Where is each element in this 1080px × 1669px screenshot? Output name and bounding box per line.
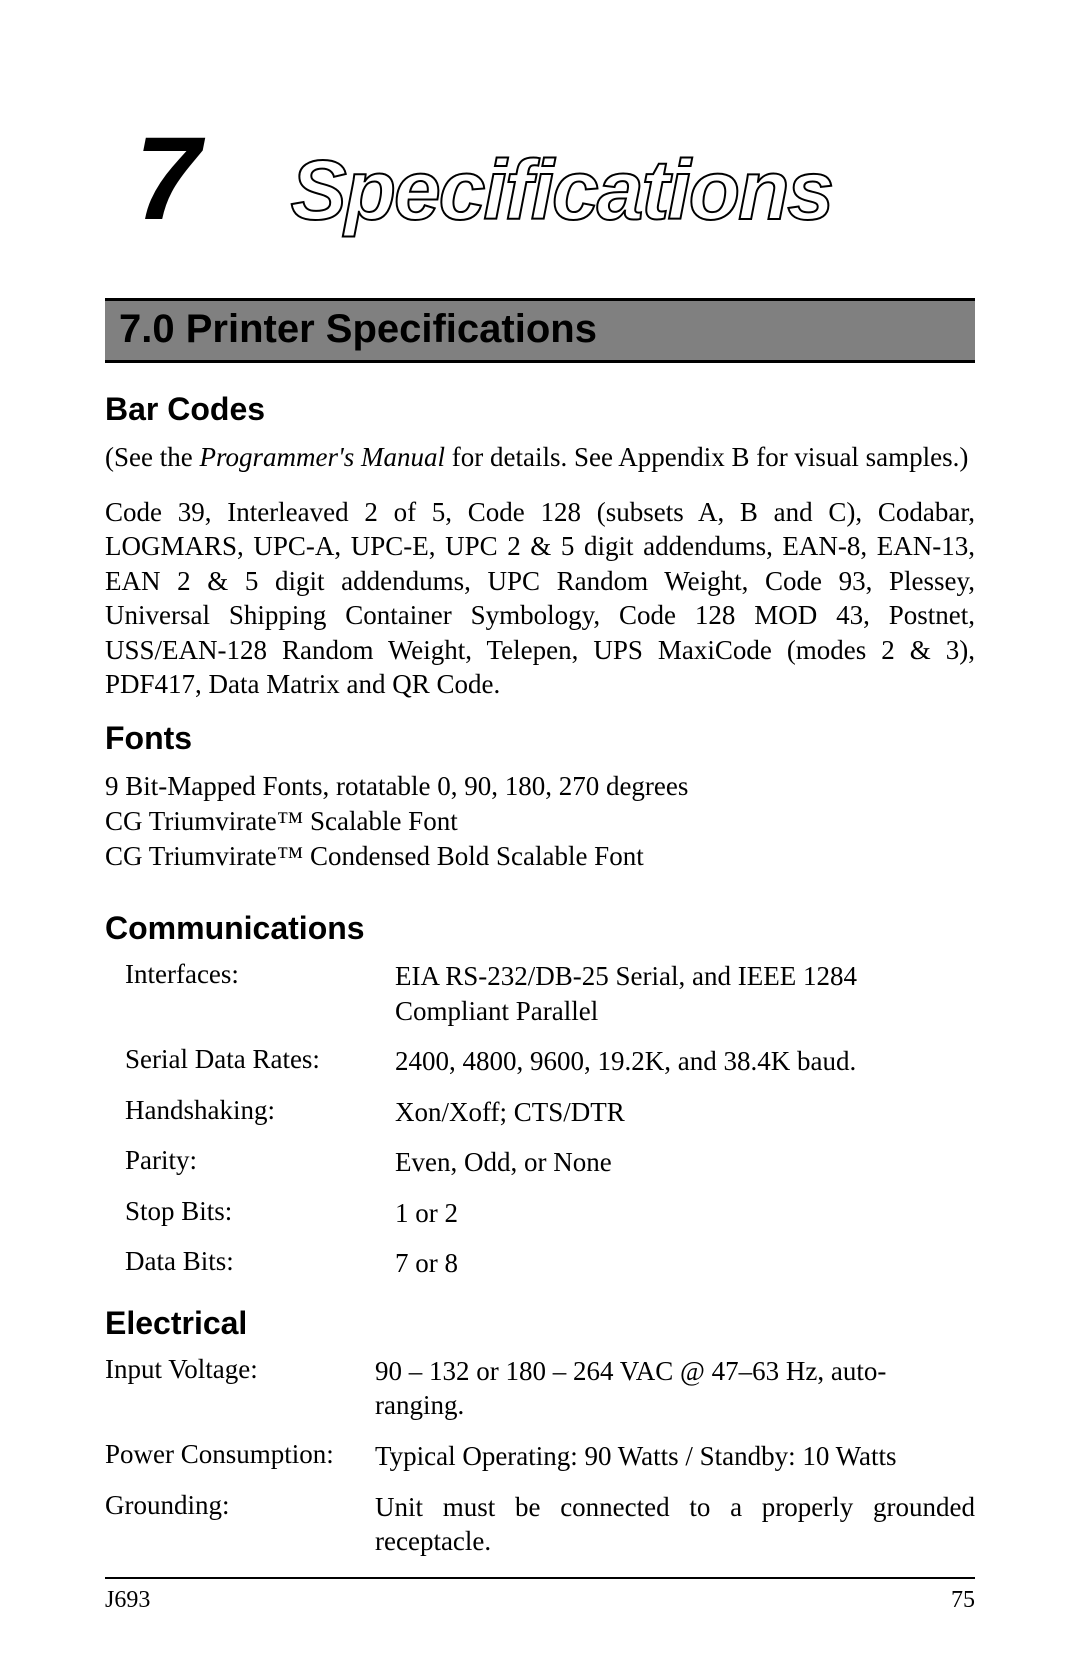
page-content: 7 Specifications 7.0 Printer Specificati… <box>0 0 1080 1559</box>
spec-label: Stop Bits: <box>125 1196 395 1231</box>
barcodes-note-pre: (See the <box>105 442 199 472</box>
spec-label: Interfaces: <box>125 959 395 1028</box>
chapter-header: 7 Specifications <box>105 120 975 238</box>
section-heading-bar: 7.0 Printer Specifications <box>105 298 975 363</box>
barcodes-note: (See the Programmer's Manual for details… <box>105 440 975 475</box>
table-row: Grounding: Unit must be connected to a p… <box>105 1490 975 1559</box>
fonts-line-3: CG Triumvirate™ Condensed Bold Scalable … <box>105 839 975 874</box>
spec-label: Parity: <box>125 1145 395 1180</box>
barcodes-heading: Bar Codes <box>105 391 975 428</box>
table-row: Stop Bits: 1 or 2 <box>125 1196 975 1231</box>
footer-page-number: 75 <box>951 1587 975 1614</box>
spec-label: Data Bits: <box>125 1246 395 1281</box>
table-row: Serial Data Rates: 2400, 4800, 9600, 19.… <box>125 1044 975 1079</box>
barcodes-note-em: Programmer's Manual <box>199 442 445 472</box>
spec-value: 1 or 2 <box>395 1196 975 1231</box>
spec-value: Even, Odd, or None <box>395 1145 975 1180</box>
table-row: Input Voltage: 90 – 132 or 180 – 264 VAC… <box>105 1354 975 1423</box>
spec-value: 90 – 132 or 180 – 264 VAC @ 47–63 Hz, au… <box>375 1354 975 1423</box>
spec-label: Grounding: <box>105 1490 375 1559</box>
page-footer: J693 75 <box>105 1577 975 1614</box>
chapter-title: Specifications <box>291 148 833 232</box>
fonts-line-2: CG Triumvirate™ Scalable Font <box>105 804 975 839</box>
spec-value: 2400, 4800, 9600, 19.2K, and 38.4K baud. <box>395 1044 975 1079</box>
fonts-block: 9 Bit-Mapped Fonts, rotatable 0, 90, 180… <box>105 769 975 874</box>
spec-value: 7 or 8 <box>395 1246 975 1281</box>
table-row: Interfaces: EIA RS-232/DB-25 Serial, and… <box>125 959 975 1028</box>
barcodes-body: Code 39, Interleaved 2 of 5, Code 128 (s… <box>105 495 975 702</box>
fonts-line-1: 9 Bit-Mapped Fonts, rotatable 0, 90, 180… <box>105 769 975 804</box>
table-row: Parity: Even, Odd, or None <box>125 1145 975 1180</box>
communications-table: Interfaces: EIA RS-232/DB-25 Serial, and… <box>125 959 975 1281</box>
barcodes-note-post: for details. See Appendix B for visual s… <box>445 442 968 472</box>
table-row: Handshaking: Xon/Xoff; CTS/DTR <box>125 1095 975 1130</box>
spec-label: Serial Data Rates: <box>125 1044 395 1079</box>
table-row: Data Bits: 7 or 8 <box>125 1246 975 1281</box>
fonts-heading: Fonts <box>105 720 975 757</box>
spec-label: Input Voltage: <box>105 1354 375 1423</box>
communications-heading: Communications <box>105 910 975 947</box>
electrical-heading: Electrical <box>105 1305 975 1342</box>
spec-label: Power Consumption: <box>105 1439 375 1474</box>
section-heading: 7.0 Printer Specifications <box>119 307 961 352</box>
spec-value: EIA RS-232/DB-25 Serial, and IEEE 1284 C… <box>395 959 975 1028</box>
table-row: Power Consumption: Typical Operating: 90… <box>105 1439 975 1474</box>
electrical-table: Input Voltage: 90 – 132 or 180 – 264 VAC… <box>105 1354 975 1559</box>
spec-value: Typical Operating: 90 Watts / Standby: 1… <box>375 1439 975 1474</box>
spec-label: Handshaking: <box>125 1095 395 1130</box>
spec-value: Unit must be connected to a properly gro… <box>375 1490 975 1559</box>
chapter-number: 7 <box>135 120 201 238</box>
spec-value: Xon/Xoff; CTS/DTR <box>395 1095 975 1130</box>
footer-doc-id: J693 <box>105 1587 150 1614</box>
